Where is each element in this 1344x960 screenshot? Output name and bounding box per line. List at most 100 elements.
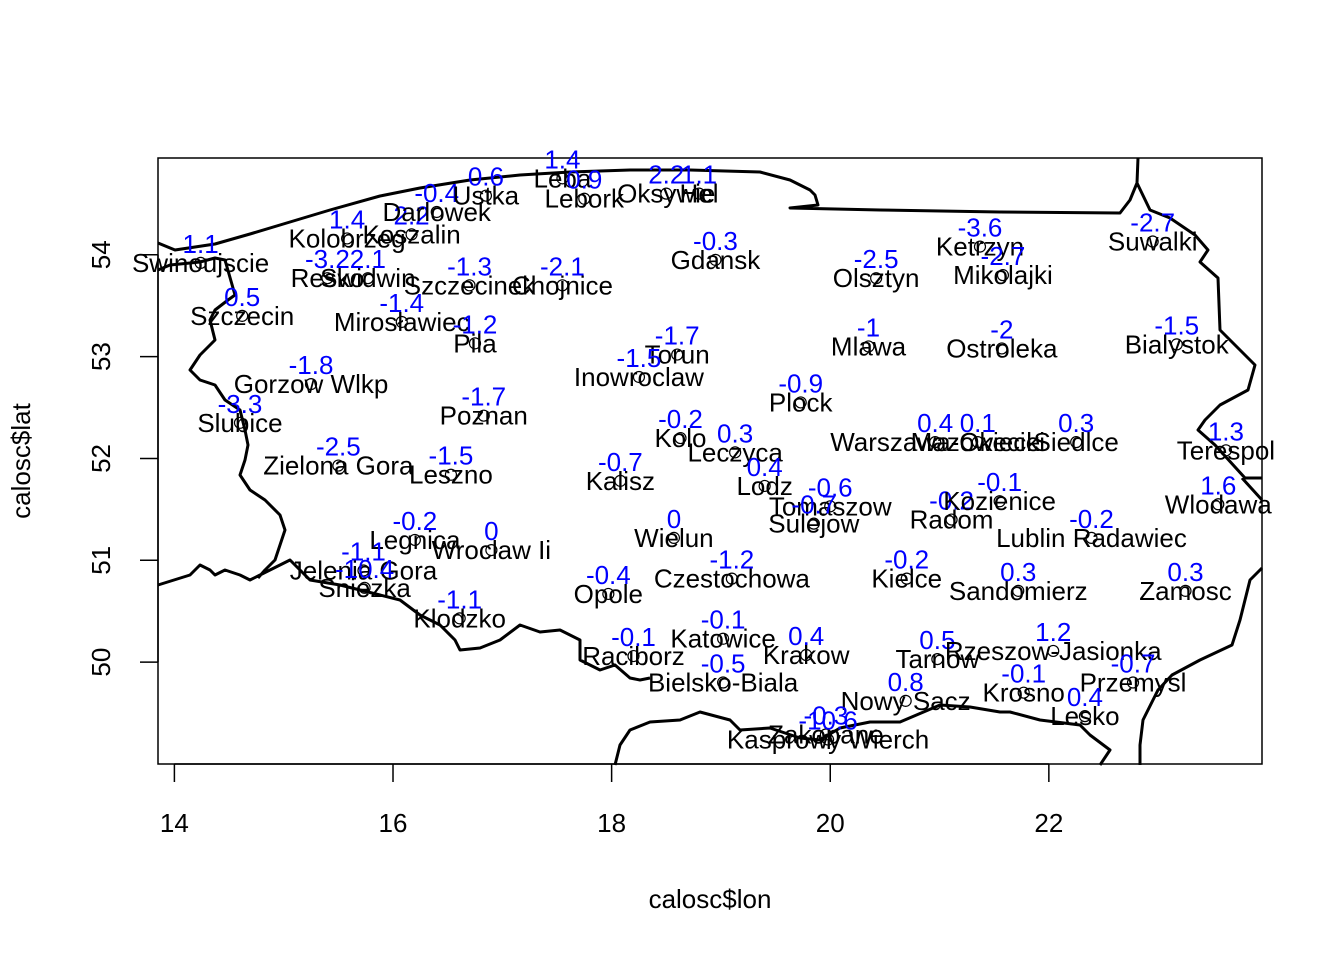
- value-label: -2.7: [1130, 208, 1175, 238]
- city-name-label: Inowroclaw: [574, 362, 704, 392]
- station-point: Ostroleka-2: [946, 314, 1058, 363]
- station-point: Tomaszow-0.6: [769, 472, 892, 521]
- point-marker: [468, 337, 482, 350]
- value-label: 1.1: [681, 160, 717, 190]
- value-label: -1.8: [289, 350, 334, 380]
- point-marker: [236, 309, 249, 322]
- station-point: Plock-0.9: [769, 368, 834, 417]
- value-label: -2.5: [854, 244, 899, 274]
- x-tick-label: 14: [160, 808, 189, 838]
- point-marker: [993, 495, 1006, 508]
- city-name-label: Warszawa-Okecie: [830, 427, 1040, 457]
- x-tick-label: 18: [597, 808, 626, 838]
- city-name-label: Tomaszow: [769, 491, 892, 521]
- point-marker: [800, 648, 813, 662]
- value-label: 0.3: [1167, 557, 1203, 587]
- value-label: -0.3: [693, 226, 738, 256]
- point-marker: [899, 694, 912, 707]
- value-label: 0.4: [1067, 682, 1103, 712]
- value-label: 1.6: [1200, 470, 1236, 500]
- value-label: -3.2: [305, 244, 350, 274]
- value-label: -2.5: [316, 432, 361, 462]
- city-name-label: Swidwin: [320, 263, 415, 293]
- station-point: Resko-3.2: [291, 244, 365, 293]
- city-name-label: Siedlce: [1034, 427, 1119, 457]
- point-marker: [1179, 584, 1192, 597]
- value-label: 2.1: [350, 244, 386, 274]
- city-name-label: Sandomierz: [949, 576, 1088, 606]
- city-name-label: Krakow: [763, 640, 850, 670]
- value-label: -0.7: [598, 447, 643, 477]
- station-points: Swinoujscie1.1Szczecin0.5Kolobrzeg1.4Kos…: [132, 144, 1275, 754]
- station-point: Mirosławiec-1.4: [334, 288, 470, 337]
- value-label: 0.8: [888, 667, 924, 697]
- value-label: -10.4: [335, 554, 394, 584]
- value-label: -0.4: [414, 178, 459, 208]
- point-marker: [479, 189, 493, 202]
- city-name-label: Wroclaw Ii: [432, 535, 551, 565]
- point-marker: [725, 572, 738, 585]
- city-name-label: Katowice: [670, 624, 776, 654]
- country-border-lines: [157, 157, 1264, 766]
- city-name-label: Leba: [534, 163, 592, 193]
- y-tick-label: 50: [86, 648, 116, 677]
- station-point: Opole-0.4: [574, 560, 643, 609]
- city-name-label: Lesko: [1050, 701, 1119, 731]
- point-marker: [395, 315, 408, 329]
- point-marker: [824, 500, 837, 513]
- city-name-label: Zielona Gora: [263, 451, 414, 481]
- city-name-label: Klodzko: [413, 603, 506, 633]
- city-name-label: Swinoujscie: [132, 248, 269, 278]
- city-name-label: Chojnice: [512, 270, 613, 300]
- city-name-label: Kalisz: [586, 466, 655, 496]
- city-name-label: Sniezka: [318, 573, 411, 603]
- city-name-label: Plock: [769, 387, 834, 417]
- value-label: -1.2: [709, 545, 754, 575]
- city-name-label: Rzeszow-Jasionka: [945, 636, 1162, 666]
- value-label: -0.2: [884, 545, 929, 575]
- city-name-label: Mikolajki: [953, 260, 1053, 290]
- station-point: Raciborz-0.1: [582, 622, 685, 671]
- city-name-label: Kolo: [654, 423, 706, 453]
- value-label: -1.3: [447, 251, 492, 281]
- city-name-label: Torun: [645, 340, 710, 370]
- value-label: -3.6: [958, 213, 1003, 243]
- point-marker: [194, 256, 207, 270]
- station-point: Klodzko-1.1: [413, 584, 506, 633]
- point-marker: [758, 479, 771, 493]
- value-label: -3.3: [218, 389, 263, 419]
- value-label: -0.2: [1069, 504, 1114, 534]
- x-axis-title: calosc$lon: [649, 884, 772, 914]
- city-name-label: Terespol: [1177, 435, 1275, 465]
- value-label: 0: [667, 504, 681, 534]
- poland-border: [157, 157, 1264, 766]
- city-name-label: Leszno: [409, 460, 493, 490]
- point-marker: [408, 533, 421, 547]
- point-marker: [1170, 338, 1183, 351]
- station-point: Gdansk-0.3: [671, 226, 762, 275]
- value-label: 1.4: [544, 144, 580, 174]
- value-label: -0.1: [611, 622, 656, 652]
- station-point: Darlowek-0.4: [383, 178, 492, 227]
- value-label: -2: [990, 314, 1013, 344]
- value-label: -1.7: [461, 382, 506, 412]
- point-marker: [931, 652, 944, 666]
- city-name-label: Radom: [910, 505, 994, 535]
- city-name-label: Czestochowa: [654, 564, 811, 594]
- city-name-label: Sulejow: [768, 509, 859, 539]
- y-tick-label: 51: [86, 546, 116, 575]
- point-marker: [430, 205, 443, 219]
- station-point: Mikolajki-2.7: [953, 241, 1053, 290]
- station-point: Radom-0.2: [910, 486, 994, 535]
- station-point: Inowroclaw-1.5: [574, 343, 704, 392]
- point-marker: [485, 544, 498, 557]
- station-point: Kielce-0.2: [871, 545, 942, 594]
- city-name-label: Mazowiecki: [911, 427, 1045, 457]
